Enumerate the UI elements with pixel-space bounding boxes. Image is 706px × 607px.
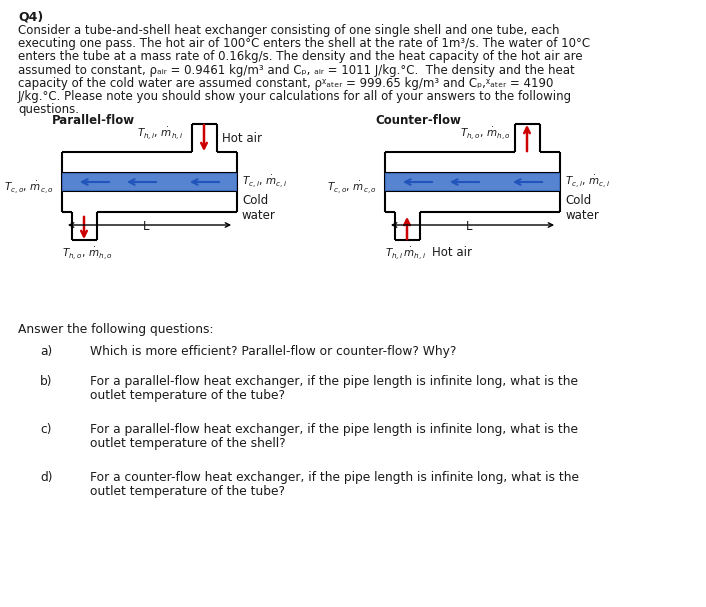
Text: assumed to constant, ρₐᵢᵣ = 0.9461 kg/m³ and Cₚ, ₐᵢᵣ = 1011 J/kg.°C.  The densit: assumed to constant, ρₐᵢᵣ = 0.9461 kg/m³… — [18, 64, 575, 76]
Bar — [62, 173, 237, 191]
Bar — [385, 173, 560, 191]
Text: questions.: questions. — [18, 103, 79, 116]
Text: Hot air: Hot air — [432, 246, 472, 259]
Text: Which is more efficient? Parallel-flow or counter-flow? Why?: Which is more efficient? Parallel-flow o… — [90, 345, 456, 358]
Text: Consider a tube-and-shell heat exchanger consisting of one single shell and one : Consider a tube-and-shell heat exchanger… — [18, 24, 559, 37]
Text: c): c) — [40, 423, 52, 436]
Text: a): a) — [40, 345, 52, 358]
Text: For a parallel-flow heat exchanger, if the pipe length is infinite long, what is: For a parallel-flow heat exchanger, if t… — [90, 423, 578, 436]
Text: L: L — [466, 220, 472, 233]
Text: outlet temperature of the tube?: outlet temperature of the tube? — [90, 389, 285, 402]
Text: Q4): Q4) — [18, 10, 43, 23]
Text: $T_{c,o},\,\dot{m}_{c,o}$: $T_{c,o},\,\dot{m}_{c,o}$ — [4, 180, 54, 196]
Text: $T_{h,i}\,\dot{m}_{h,i}$: $T_{h,i}\,\dot{m}_{h,i}$ — [385, 246, 426, 262]
Text: Counter-flow: Counter-flow — [375, 114, 461, 127]
Text: executing one pass. The hot air of 100°C enters the shell at the rate of 1m³/s. : executing one pass. The hot air of 100°C… — [18, 37, 590, 50]
Text: Hot air: Hot air — [222, 132, 262, 145]
Text: Cold
water: Cold water — [565, 194, 599, 222]
Text: outlet temperature of the tube?: outlet temperature of the tube? — [90, 485, 285, 498]
Text: J/kg.°C. Please note you should show your calculations for all of your answers t: J/kg.°C. Please note you should show you… — [18, 90, 572, 103]
Text: capacity of the cold water are assumed constant, ρᵡₐₜₑᵣ = 999.65 kg/m³ and Cₚ,ᵡₐ: capacity of the cold water are assumed c… — [18, 77, 554, 90]
Text: d): d) — [40, 471, 52, 484]
Text: For a parallel-flow heat exchanger, if the pipe length is infinite long, what is: For a parallel-flow heat exchanger, if t… — [90, 375, 578, 388]
Text: outlet temperature of the shell?: outlet temperature of the shell? — [90, 437, 286, 450]
Text: b): b) — [40, 375, 52, 388]
Text: $T_{h,o},\,\dot{m}_{h,o}$: $T_{h,o},\,\dot{m}_{h,o}$ — [460, 126, 511, 142]
Text: L: L — [143, 220, 149, 233]
Text: $T_{c,o},\,\dot{m}_{c,o}$: $T_{c,o},\,\dot{m}_{c,o}$ — [327, 180, 377, 196]
Text: Parallel-flow: Parallel-flow — [52, 114, 135, 127]
Text: $T_{h,o},\,\dot{m}_{h,o}$: $T_{h,o},\,\dot{m}_{h,o}$ — [62, 246, 113, 262]
Text: $T_{c,i},\,\dot{m}_{c,i}$: $T_{c,i},\,\dot{m}_{c,i}$ — [565, 174, 610, 191]
Text: For a counter-flow heat exchanger, if the pipe length is infinite long, what is : For a counter-flow heat exchanger, if th… — [90, 471, 579, 484]
Text: $T_{c,i},\,\dot{m}_{c,i}$: $T_{c,i},\,\dot{m}_{c,i}$ — [242, 174, 287, 191]
Text: Answer the following questions:: Answer the following questions: — [18, 323, 213, 336]
Text: $T_{h,i},\,\dot{m}_{h,i}$: $T_{h,i},\,\dot{m}_{h,i}$ — [137, 126, 184, 142]
Text: Cold
water: Cold water — [242, 194, 276, 222]
Text: enters the tube at a mass rate of 0.16kg/s. The density and the heat capacity of: enters the tube at a mass rate of 0.16kg… — [18, 50, 582, 63]
